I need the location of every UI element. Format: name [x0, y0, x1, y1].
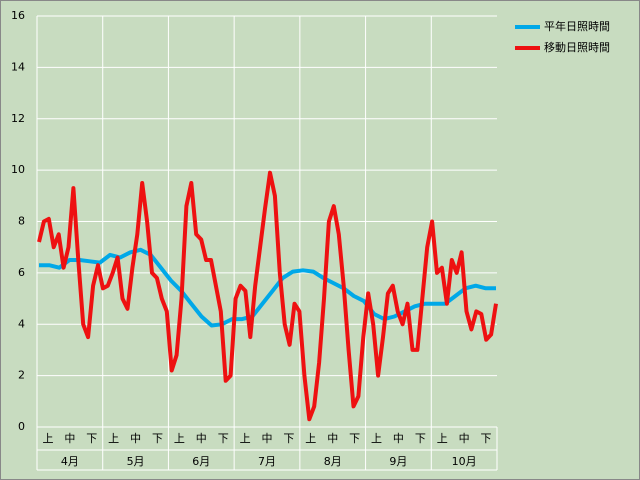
x-tick-label: 中 [196, 432, 207, 445]
y-tick-label: 4 [18, 317, 25, 330]
y-tick-label: 8 [18, 215, 25, 228]
month-label: 6月 [192, 455, 210, 468]
x-tick-label: 中 [64, 432, 75, 445]
x-tick-label: 中 [393, 432, 404, 445]
x-tick-label: 上 [174, 432, 185, 445]
x-tick-label: 下 [481, 432, 492, 445]
x-tick-label: 上 [437, 432, 448, 445]
y-tick-label: 0 [18, 420, 25, 433]
month-label: 5月 [127, 455, 145, 468]
x-tick-label: 下 [218, 432, 229, 445]
x-tick-label: 上 [108, 432, 119, 445]
series-line [37, 170, 498, 422]
x-tick-label: 上 [240, 432, 251, 445]
x-tick-label: 下 [283, 432, 294, 445]
x-tick-label: 中 [262, 432, 273, 445]
month-label: 9月 [389, 455, 407, 468]
month-label: 4月 [61, 455, 79, 468]
x-tick-label: 下 [415, 432, 426, 445]
legend-label: 移動日照時間 [544, 40, 610, 54]
x-tick-label: 下 [349, 432, 360, 445]
x-tick-label: 中 [459, 432, 470, 445]
x-tick-label: 上 [42, 432, 53, 445]
y-tick-label: 6 [18, 266, 25, 279]
month-label: 10月 [452, 455, 477, 468]
y-tick-label: 16 [11, 9, 25, 22]
x-tick-label: 中 [130, 432, 141, 445]
y-tick-label: 2 [18, 369, 25, 382]
y-tick-label: 12 [11, 112, 25, 125]
month-label: 7月 [258, 455, 276, 468]
y-tick-label: 10 [11, 163, 25, 176]
x-tick-label: 下 [86, 432, 97, 445]
x-tick-label: 上 [371, 432, 382, 445]
month-label: 8月 [324, 455, 342, 468]
x-tick-label: 下 [152, 432, 163, 445]
x-tick-label: 中 [327, 432, 338, 445]
y-tick-label: 14 [11, 60, 25, 73]
legend-label: 平年日照時間 [544, 19, 610, 33]
x-tick-label: 上 [305, 432, 316, 445]
